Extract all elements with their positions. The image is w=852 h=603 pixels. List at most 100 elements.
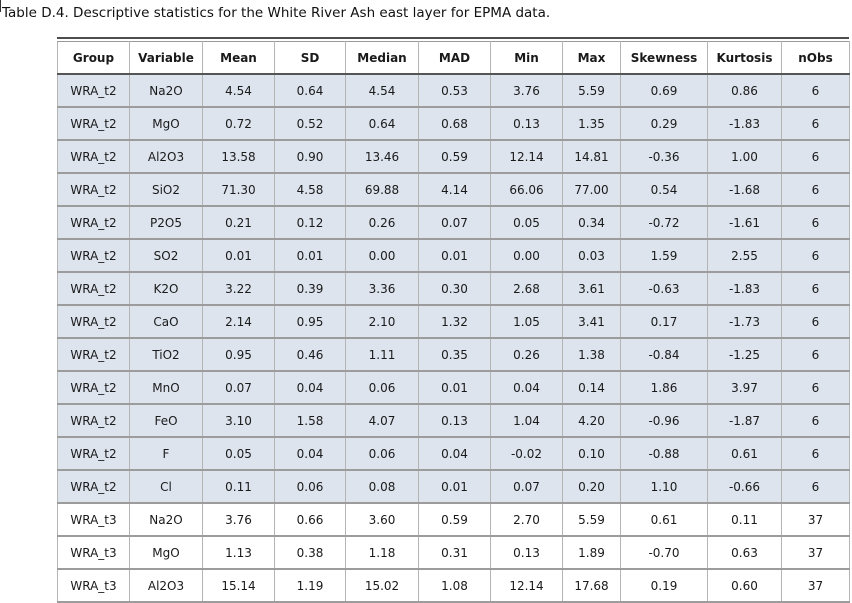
cell-mean: 0.72: [202, 107, 275, 141]
cell-max: 5.59: [562, 503, 621, 537]
cell-variable: FeO: [129, 404, 203, 438]
cell-mad: 0.07: [418, 206, 491, 240]
cell-max: 0.14: [562, 371, 621, 405]
cell-mad: 0.01: [418, 239, 491, 273]
cell-mad: 0.53: [418, 74, 491, 108]
cell-variable: MnO: [129, 371, 203, 405]
cell-nobs: 6: [781, 371, 850, 405]
table-row: WRA_t2 K2O 3.22 0.39 3.36 0.30 2.68 3.61 -0.63 -1…: [57, 272, 850, 306]
cell-sd: 1.58: [274, 404, 346, 438]
cell-kurtosis: -1.73: [707, 305, 782, 339]
cell-kurtosis: -0.66: [707, 470, 782, 504]
cell-nobs: 37: [781, 503, 850, 537]
cell-mean: 71.30: [202, 173, 275, 207]
cell-median: 0.64: [345, 107, 419, 141]
cell-mad: 0.30: [418, 272, 491, 306]
table-body: WRA_t2 Na2O 4.54 0.64 4.54 0.53 3.76 5.59 0.69 0.…: [57, 74, 850, 603]
cell-mean: 13.58: [202, 140, 275, 174]
cell-median: 0.00: [345, 239, 419, 273]
column-header-mad: MAD: [418, 41, 491, 75]
cell-max: 77.00: [562, 173, 621, 207]
cell-variable: SiO2: [129, 173, 203, 207]
cell-max: 3.61: [562, 272, 621, 306]
cell-sd: 0.95: [274, 305, 346, 339]
cell-variable: Al2O3: [129, 569, 203, 603]
cell-min: 1.04: [490, 404, 563, 438]
cell-group: WRA_t3: [57, 569, 130, 603]
cell-sd: 0.38: [274, 536, 346, 570]
cell-min: 12.14: [490, 569, 563, 603]
cell-mean: 0.21: [202, 206, 275, 240]
cell-group: WRA_t3: [57, 536, 130, 570]
cell-mean: 3.10: [202, 404, 275, 438]
cell-sd: 0.04: [274, 437, 346, 471]
cell-mean: 0.07: [202, 371, 275, 405]
cell-median: 4.07: [345, 404, 419, 438]
cell-skewness: -0.88: [620, 437, 708, 471]
cell-min: 0.00: [490, 239, 563, 273]
cell-median: 15.02: [345, 569, 419, 603]
cell-mean: 4.54: [202, 74, 275, 108]
cell-median: 2.10: [345, 305, 419, 339]
cell-nobs: 6: [781, 206, 850, 240]
cell-kurtosis: -1.83: [707, 107, 782, 141]
cell-min: 0.13: [490, 107, 563, 141]
cell-kurtosis: -1.83: [707, 272, 782, 306]
cell-mad: 0.01: [418, 470, 491, 504]
cell-max: 0.03: [562, 239, 621, 273]
cell-variable: P2O5: [129, 206, 203, 240]
cell-nobs: 6: [781, 140, 850, 174]
cell-nobs: 6: [781, 239, 850, 273]
cell-variable: Na2O: [129, 503, 203, 537]
cell-mean: 3.22: [202, 272, 275, 306]
cell-skewness: 0.69: [620, 74, 708, 108]
cell-min: -0.02: [490, 437, 563, 471]
cell-kurtosis: -1.61: [707, 206, 782, 240]
column-header-group: Group: [57, 41, 130, 75]
column-header-mean: Mean: [202, 41, 275, 75]
cell-max: 0.20: [562, 470, 621, 504]
table-header: Group Variable Mean SD Median MAD Min Max Skewne…: [57, 41, 850, 75]
cell-mean: 3.76: [202, 503, 275, 537]
cell-kurtosis: 0.61: [707, 437, 782, 471]
cell-kurtosis: 3.97: [707, 371, 782, 405]
cell-max: 1.38: [562, 338, 621, 372]
cell-sd: 1.19: [274, 569, 346, 603]
cell-skewness: 1.10: [620, 470, 708, 504]
table-row: WRA_t2 FeO 3.10 1.58 4.07 0.13 1.04 4.20 -0.96 -1…: [57, 404, 850, 438]
cell-max: 17.68: [562, 569, 621, 603]
cell-skewness: -0.72: [620, 206, 708, 240]
cell-kurtosis: 0.63: [707, 536, 782, 570]
cell-nobs: 6: [781, 470, 850, 504]
table-header-row: Group Variable Mean SD Median MAD Min Max Skewne…: [57, 41, 850, 75]
cell-max: 1.89: [562, 536, 621, 570]
cell-variable: SO2: [129, 239, 203, 273]
cell-variable: Al2O3: [129, 140, 203, 174]
cell-min: 1.05: [490, 305, 563, 339]
cell-median: 0.08: [345, 470, 419, 504]
cell-sd: 0.39: [274, 272, 346, 306]
cell-mad: 1.32: [418, 305, 491, 339]
cell-max: 1.35: [562, 107, 621, 141]
cell-group: WRA_t2: [57, 305, 130, 339]
table-row: WRA_t2 SiO2 71.30 4.58 69.88 4.14 66.06 77.00 0.…: [57, 173, 850, 207]
table-row: WRA_t2 MnO 0.07 0.04 0.06 0.01 0.04 0.14 1.86 3.9…: [57, 371, 850, 405]
cell-sd: 0.01: [274, 239, 346, 273]
cell-variable: MgO: [129, 536, 203, 570]
cell-skewness: 0.17: [620, 305, 708, 339]
cell-mean: 0.01: [202, 239, 275, 273]
cell-variable: F: [129, 437, 203, 471]
cell-max: 0.34: [562, 206, 621, 240]
cell-median: 13.46: [345, 140, 419, 174]
table-row: WRA_t2 Na2O 4.54 0.64 4.54 0.53 3.76 5.59 0.69 0.…: [57, 74, 850, 108]
cell-skewness: 0.19: [620, 569, 708, 603]
screen-edge-artifact: [0, 0, 1, 12]
cell-mean: 15.14: [202, 569, 275, 603]
cell-variable: TiO2: [129, 338, 203, 372]
cell-group: WRA_t2: [57, 107, 130, 141]
cell-min: 0.04: [490, 371, 563, 405]
cell-max: 5.59: [562, 74, 621, 108]
cell-min: 2.68: [490, 272, 563, 306]
cell-max: 0.10: [562, 437, 621, 471]
cell-sd: 0.64: [274, 74, 346, 108]
